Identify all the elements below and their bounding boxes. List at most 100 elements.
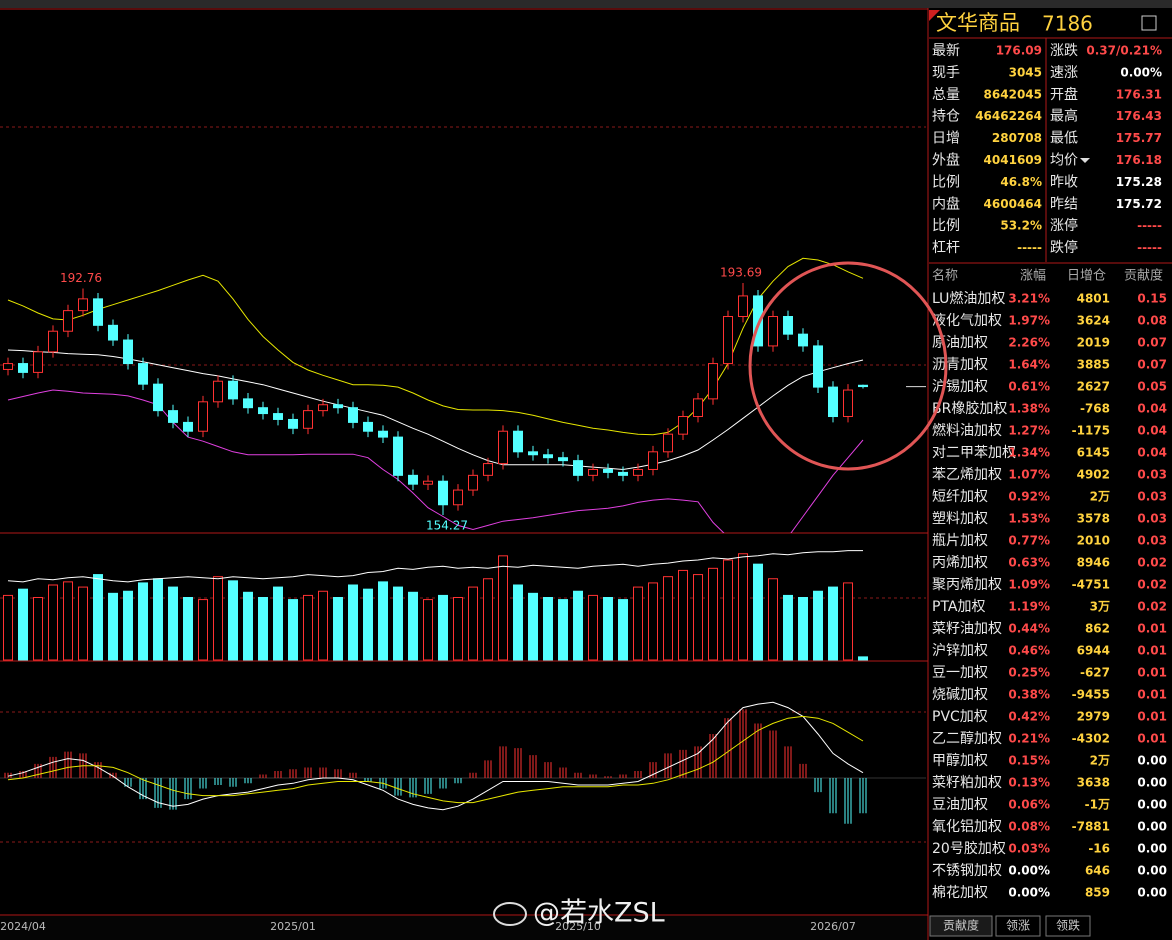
candle-body: [813, 345, 823, 388]
ranking-value: 0.38%: [1008, 688, 1050, 702]
volume-bar: [858, 656, 868, 661]
candle-body: [288, 418, 298, 429]
candle-body: [258, 407, 268, 415]
ranking-value: 1.07%: [1008, 468, 1050, 482]
volume-bar: [183, 597, 193, 661]
high-label: 193.69: [720, 266, 762, 280]
candle-body: [513, 430, 523, 453]
candle-body: [273, 413, 283, 420]
volume-bar: [228, 580, 238, 661]
tab[interactable]: [929, 915, 993, 937]
candle-body: [33, 351, 43, 373]
ranking-value: 0.77%: [1008, 534, 1050, 548]
candle-body: [438, 480, 448, 506]
volume-bar: [213, 576, 223, 661]
x-tick-label: 2025/01: [270, 920, 316, 933]
ranking-value: 0.61%: [1008, 380, 1050, 394]
quote-label: 比例: [932, 218, 960, 234]
candle-body: [483, 463, 493, 476]
volume-bar: [288, 599, 298, 661]
contract-name: 短纤加权: [932, 489, 988, 505]
volume-bar: [558, 599, 568, 661]
volume-bar: [723, 559, 733, 661]
candle-body: [468, 474, 478, 491]
candle-body: [108, 324, 118, 341]
candle-body: [603, 468, 613, 473]
volume-bar: [828, 586, 838, 661]
tab-label[interactable]: 领跌: [1056, 918, 1080, 933]
ranking-value: 0.46%: [1008, 644, 1050, 658]
ranking-value: 0.04: [1137, 424, 1167, 438]
ranking-value: 4902: [1077, 468, 1110, 482]
contract-name: 苯乙烯加权: [932, 466, 1002, 483]
ranking-value: 0.03: [1137, 490, 1167, 504]
candle-body: [723, 316, 733, 365]
ranking-value: 0.01: [1137, 666, 1167, 680]
quote-label: 最高: [1050, 108, 1078, 125]
volume-bar: [63, 581, 73, 661]
tab[interactable]: [995, 915, 1041, 937]
candle-body: [183, 421, 193, 432]
candle-body: [78, 298, 88, 312]
contract-name: PTA加权: [932, 599, 985, 615]
tab-label[interactable]: 领涨: [1006, 918, 1030, 933]
candle-body: [198, 401, 208, 432]
volume-bar: [18, 588, 28, 661]
contract-name: 20号胶加权: [932, 840, 1006, 857]
ranking-value: 0.25%: [1008, 666, 1050, 680]
volume-bar: [498, 555, 508, 661]
candle-body: [678, 416, 688, 435]
candle-body: [498, 430, 508, 465]
candle-body: [558, 457, 568, 462]
ranking-value: 3万: [1090, 600, 1110, 614]
ranking-value: 2.26%: [1008, 336, 1050, 350]
ranking-value: 0.04: [1137, 402, 1167, 416]
candle-body: [648, 451, 658, 470]
candle-body: [93, 298, 103, 326]
contract-name: 丙烯加权: [932, 555, 988, 571]
volume-bar: [633, 586, 643, 661]
volume-bar: [33, 597, 43, 661]
volume-bar: [528, 592, 538, 661]
settings-icon[interactable]: [1141, 15, 1157, 31]
ranking-value: 859: [1085, 886, 1110, 900]
volume-bar: [768, 578, 778, 661]
ranking-value: 3.21%: [1008, 292, 1050, 306]
volume-bar: [423, 599, 433, 661]
volume-bar: [408, 591, 418, 661]
volume-bar: [843, 582, 853, 661]
band-line: [7, 389, 864, 533]
x-tick-label: 2024/04: [0, 920, 46, 933]
candle-body: [168, 410, 178, 423]
quote-label: 最新: [932, 43, 960, 59]
ranking-value: 8946: [1077, 556, 1110, 570]
ranking-value: 1.09%: [1008, 578, 1050, 592]
macd-line: [7, 701, 864, 811]
ranking-value: 0.00: [1137, 864, 1167, 878]
candle-body: [573, 460, 583, 476]
volume-bar: [78, 586, 88, 661]
volume-bar: [318, 590, 328, 661]
volume-bar: [378, 581, 388, 661]
volume-bar: [813, 590, 823, 661]
quote-label: 昨收: [1050, 174, 1078, 190]
contract-name: PVC加权: [932, 709, 988, 725]
volume-bar: [168, 586, 178, 661]
ranking-value: 2万: [1090, 754, 1110, 768]
quote-label: 杠杆: [932, 240, 960, 256]
column-header: 贡献度: [1124, 268, 1163, 284]
tab-label[interactable]: 贡献度: [943, 918, 979, 933]
time-axis: [0, 916, 927, 940]
ranking-value: -7881: [1072, 820, 1110, 834]
ranking-value: -4302: [1072, 732, 1110, 746]
candle-body: [858, 384, 868, 388]
ranking-value: 0.42%: [1008, 710, 1050, 724]
ranking-value: -4751: [1072, 578, 1110, 592]
ranking-value: 6944: [1077, 644, 1110, 658]
candle-body: [408, 474, 418, 485]
candle-body: [663, 433, 673, 453]
ranking-value: 0.15: [1137, 292, 1167, 306]
tab[interactable]: [1045, 915, 1091, 937]
ranking-value: 0.01: [1137, 732, 1167, 746]
candle-body: [423, 480, 433, 485]
